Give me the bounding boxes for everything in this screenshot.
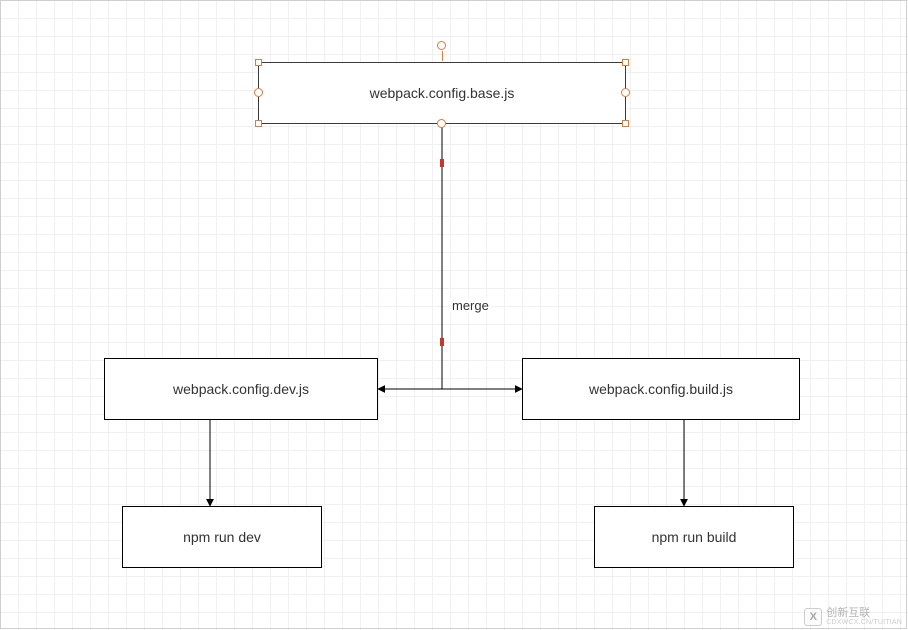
node-base[interactable]: webpack.config.base.js — [258, 62, 626, 124]
node-base-label: webpack.config.base.js — [370, 85, 515, 101]
watermark-text: 创新互联 — [826, 608, 902, 619]
node-dev[interactable]: webpack.config.dev.js — [104, 358, 378, 420]
node-rundev[interactable]: npm run dev — [122, 506, 322, 568]
sel-conn-w[interactable] — [254, 88, 263, 97]
node-dev-label: webpack.config.dev.js — [173, 381, 309, 397]
watermark: X 创新互联 CDXWCX.CN/TUITIAN — [804, 608, 902, 626]
sel-rotate-handle[interactable] — [437, 41, 446, 50]
node-build-label: webpack.config.build.js — [589, 381, 733, 397]
sel-rotate-stem — [442, 51, 443, 61]
edge-label-merge: merge — [450, 298, 491, 313]
sel-handle-ne[interactable] — [622, 59, 629, 66]
watermark-logo: X — [804, 608, 822, 626]
sel-handle-se[interactable] — [622, 120, 629, 127]
node-build[interactable]: webpack.config.build.js — [522, 358, 800, 420]
watermark-subtext: CDXWCX.CN/TUITIAN — [826, 619, 902, 626]
sel-handle-nw[interactable] — [255, 59, 262, 66]
sel-conn-e[interactable] — [621, 88, 630, 97]
sel-conn-s[interactable] — [437, 119, 446, 128]
node-rundev-label: npm run dev — [183, 529, 261, 545]
node-runbld-label: npm run build — [652, 529, 737, 545]
node-runbld[interactable]: npm run build — [594, 506, 794, 568]
sel-handle-sw[interactable] — [255, 120, 262, 127]
